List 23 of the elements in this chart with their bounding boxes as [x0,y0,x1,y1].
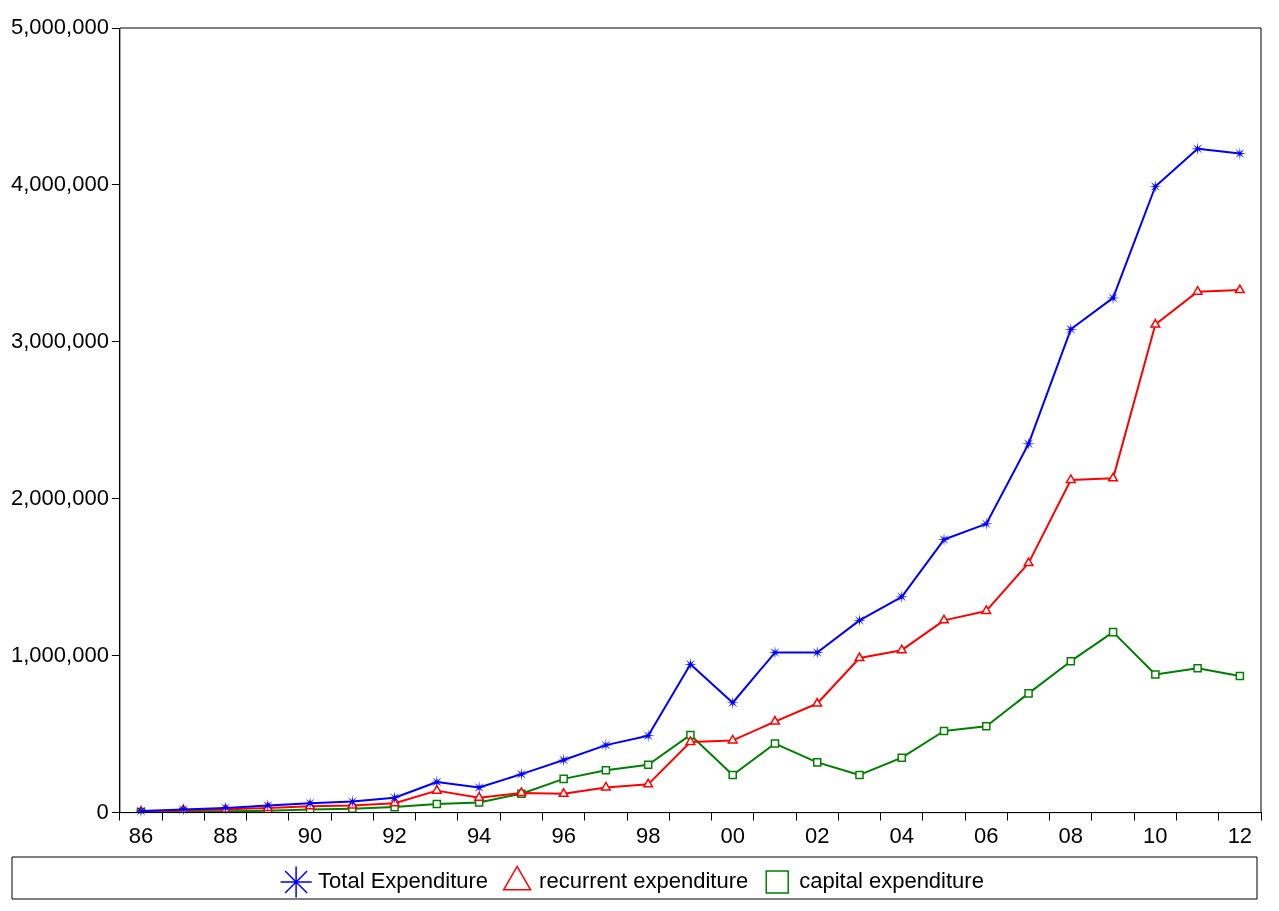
x-tick-label: 10 [1143,822,1168,848]
x-tick-label: 04 [889,822,914,848]
x-tick-label: 96 [551,822,576,848]
x-tick-label: 90 [297,822,323,848]
y-tick-label: 5,000,000 [11,14,109,40]
y-tick-label: 0 [96,798,109,824]
legend-label: Total Expenditure [318,868,489,894]
x-tick-label: 98 [635,822,661,848]
x-tick-label: 06 [974,822,999,848]
y-tick-label: 2,000,000 [11,484,109,510]
x-tick-label: 08 [1058,822,1084,848]
x-tick-label: 02 [804,822,830,848]
x-tick-label: 86 [128,822,154,848]
x-tick-label: 88 [213,822,238,848]
x-tick-label: 92 [382,822,407,848]
y-tick-label: 4,000,000 [11,170,109,196]
y-tick-label: 3,000,000 [11,327,109,353]
legend-label: capital expenditure [799,868,984,894]
legend-label: recurrent expenditure [539,868,749,894]
x-tick-label: 00 [720,822,745,848]
y-tick-label: 1,000,000 [11,641,109,667]
x-tick-label: 94 [466,822,492,848]
x-tick-label: 12 [1227,822,1253,848]
